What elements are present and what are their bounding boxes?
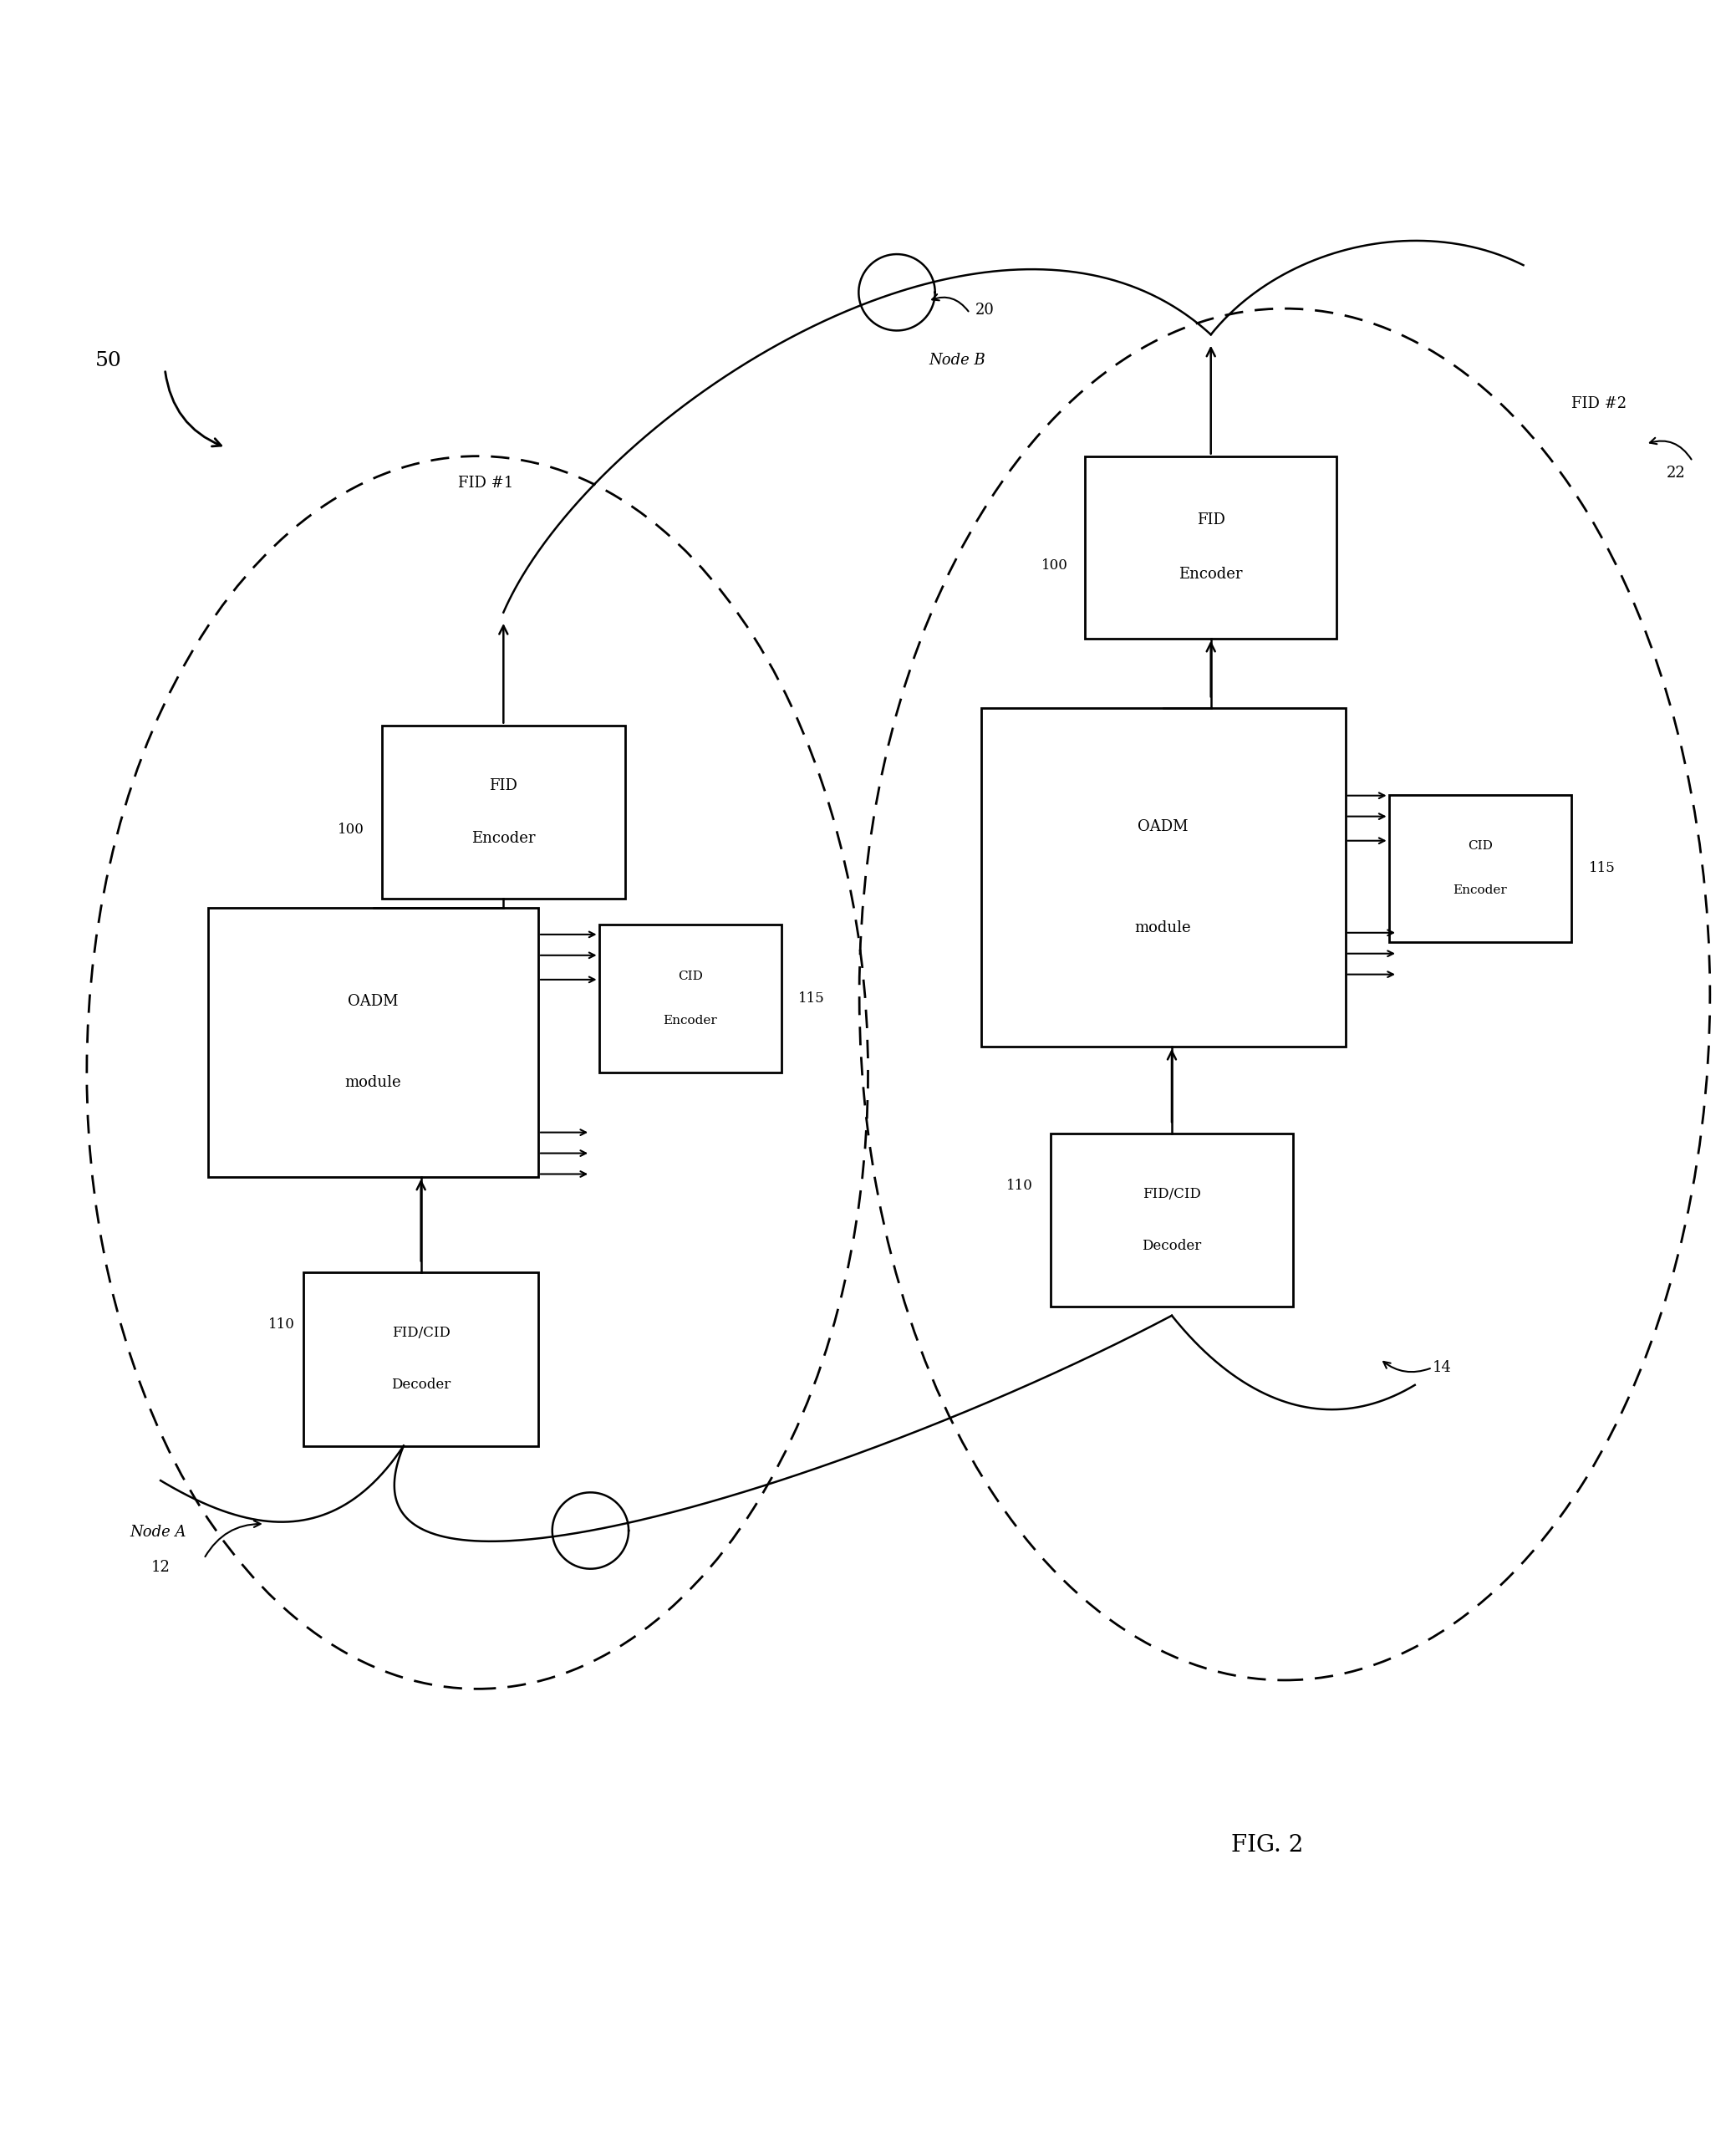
Text: 100: 100 bbox=[339, 822, 365, 837]
Text: Decoder: Decoder bbox=[391, 1377, 451, 1392]
Text: Node A: Node A bbox=[130, 1525, 186, 1540]
Text: Node B: Node B bbox=[929, 354, 986, 369]
Text: 22: 22 bbox=[1667, 465, 1686, 480]
Text: FID: FID bbox=[1196, 513, 1226, 528]
Text: FIG. 2: FIG. 2 bbox=[1231, 1834, 1304, 1855]
Text: FID #1: FID #1 bbox=[458, 476, 514, 491]
Bar bbox=[1085, 457, 1337, 639]
Bar bbox=[382, 725, 625, 899]
Text: 14: 14 bbox=[1432, 1360, 1451, 1375]
Bar bbox=[1050, 1133, 1293, 1306]
Bar bbox=[208, 907, 538, 1178]
Text: FID: FID bbox=[490, 779, 517, 794]
Bar bbox=[981, 708, 1345, 1047]
Text: 115: 115 bbox=[1588, 862, 1614, 875]
Text: 110: 110 bbox=[269, 1317, 295, 1332]
Text: module: module bbox=[345, 1075, 401, 1090]
Text: 100: 100 bbox=[1042, 558, 1068, 573]
Text: CID: CID bbox=[1467, 841, 1493, 852]
Text: OADM: OADM bbox=[347, 995, 399, 1010]
Text: Decoder: Decoder bbox=[1142, 1240, 1201, 1253]
Bar bbox=[1389, 794, 1571, 942]
Bar bbox=[599, 924, 781, 1072]
Text: module: module bbox=[1135, 920, 1191, 935]
Text: FID/CID: FID/CID bbox=[392, 1326, 450, 1341]
Text: Encoder: Encoder bbox=[1453, 884, 1507, 897]
Text: CID: CID bbox=[677, 972, 703, 982]
Text: 110: 110 bbox=[1007, 1178, 1033, 1193]
Text: Encoder: Encoder bbox=[1179, 566, 1243, 581]
Text: FID/CID: FID/CID bbox=[1142, 1186, 1201, 1201]
Text: 12: 12 bbox=[151, 1559, 170, 1574]
Text: Encoder: Encoder bbox=[663, 1015, 717, 1027]
Text: 115: 115 bbox=[799, 991, 825, 1006]
Text: 50: 50 bbox=[95, 352, 122, 371]
Bar bbox=[304, 1272, 538, 1446]
Text: FID #2: FID #2 bbox=[1571, 397, 1627, 412]
Text: 20: 20 bbox=[976, 302, 995, 317]
Text: OADM: OADM bbox=[1137, 819, 1189, 834]
Text: Encoder: Encoder bbox=[472, 830, 535, 845]
